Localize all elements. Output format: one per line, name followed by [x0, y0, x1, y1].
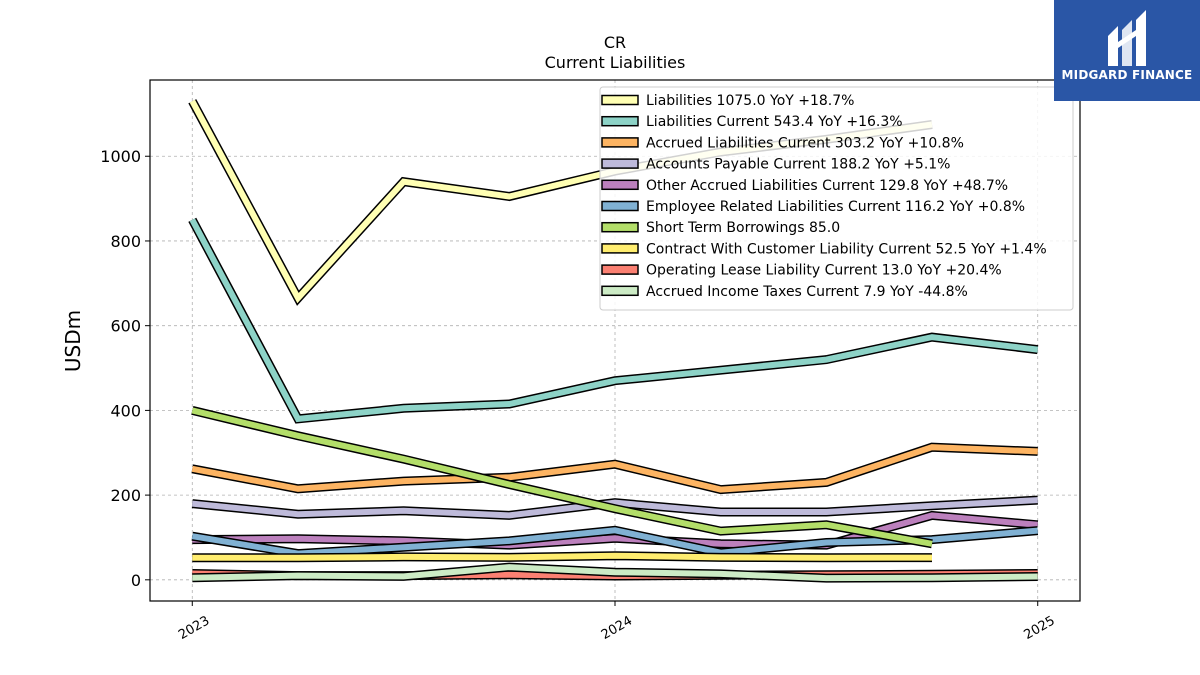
x-tick-label: 2024	[599, 613, 635, 643]
series-line	[192, 512, 1038, 549]
y-tick-label: 800	[110, 232, 141, 251]
legend-swatch	[601, 221, 639, 233]
legend-swatch	[601, 264, 639, 275]
legend-box	[599, 86, 1074, 311]
legend-entry: Accrued Income Taxes Current 7.9 YoY -44…	[646, 284, 968, 300]
x-tick-label: 2023	[176, 613, 212, 643]
y-tick-label: 600	[110, 317, 141, 336]
legend-entry: Contract With Customer Liability Current…	[646, 241, 1047, 257]
series-line	[192, 552, 933, 561]
legend-swatch	[601, 158, 639, 169]
series-4	[191, 495, 1038, 520]
y-tick-label: 400	[110, 401, 141, 420]
legend-swatch	[601, 179, 639, 191]
brand-mark-icon	[1108, 10, 1146, 66]
y-tick-label: 1000	[100, 147, 141, 166]
series-line	[191, 444, 1038, 493]
chart-title: CR	[604, 33, 626, 52]
chart-subtitle: Current Liabilities	[545, 53, 686, 72]
series-line	[192, 564, 1038, 582]
legend-swatch	[601, 243, 639, 254]
legend-entry: Employee Related Liabilities Current 116…	[646, 199, 1025, 215]
brand-name: MIDGARD FINANCE	[1061, 68, 1193, 82]
y-tick-label: 0	[131, 571, 141, 590]
legend-swatch	[601, 115, 639, 127]
series-3	[191, 442, 1038, 495]
series-lines	[188, 99, 1039, 583]
series-line	[191, 407, 933, 547]
legend-entry: Short Term Borrowings 85.0	[646, 220, 840, 236]
legend-swatch	[601, 94, 639, 106]
series-8	[192, 551, 933, 563]
series-7	[191, 406, 933, 549]
x-tick-label: 2025	[1022, 613, 1058, 643]
y-axis-label: USDm	[61, 310, 85, 372]
series-10	[192, 562, 1038, 583]
legend-entry: Accounts Payable Current 188.2 YoY +5.1%	[646, 157, 951, 173]
legend-entry: Operating Lease Liability Current 13.0 Y…	[646, 263, 1002, 279]
series-2	[188, 217, 1039, 424]
series-line	[189, 218, 1039, 423]
legend-swatch	[601, 137, 639, 148]
legend-entry: Liabilities 1075.0 YoY +18.7%	[646, 93, 854, 109]
y-tick-label: 200	[110, 486, 141, 505]
legend: Liabilities 1075.0 YoY +18.7% Liabilities…	[599, 86, 1074, 311]
legend-entry: Accrued Liabilities Current 303.2 YoY +1…	[646, 135, 964, 151]
series-5	[192, 510, 1039, 550]
legend-swatch	[601, 285, 639, 297]
legend-entry: Liabilities Current 543.4 YoY +16.3%	[646, 114, 903, 130]
brand-logo: MIDGARD FINANCE	[1054, 0, 1200, 101]
series-line	[192, 497, 1038, 519]
legend-swatch	[601, 200, 639, 212]
legend-entry: Other Accrued Liabilities Current 129.8 …	[646, 178, 1008, 194]
